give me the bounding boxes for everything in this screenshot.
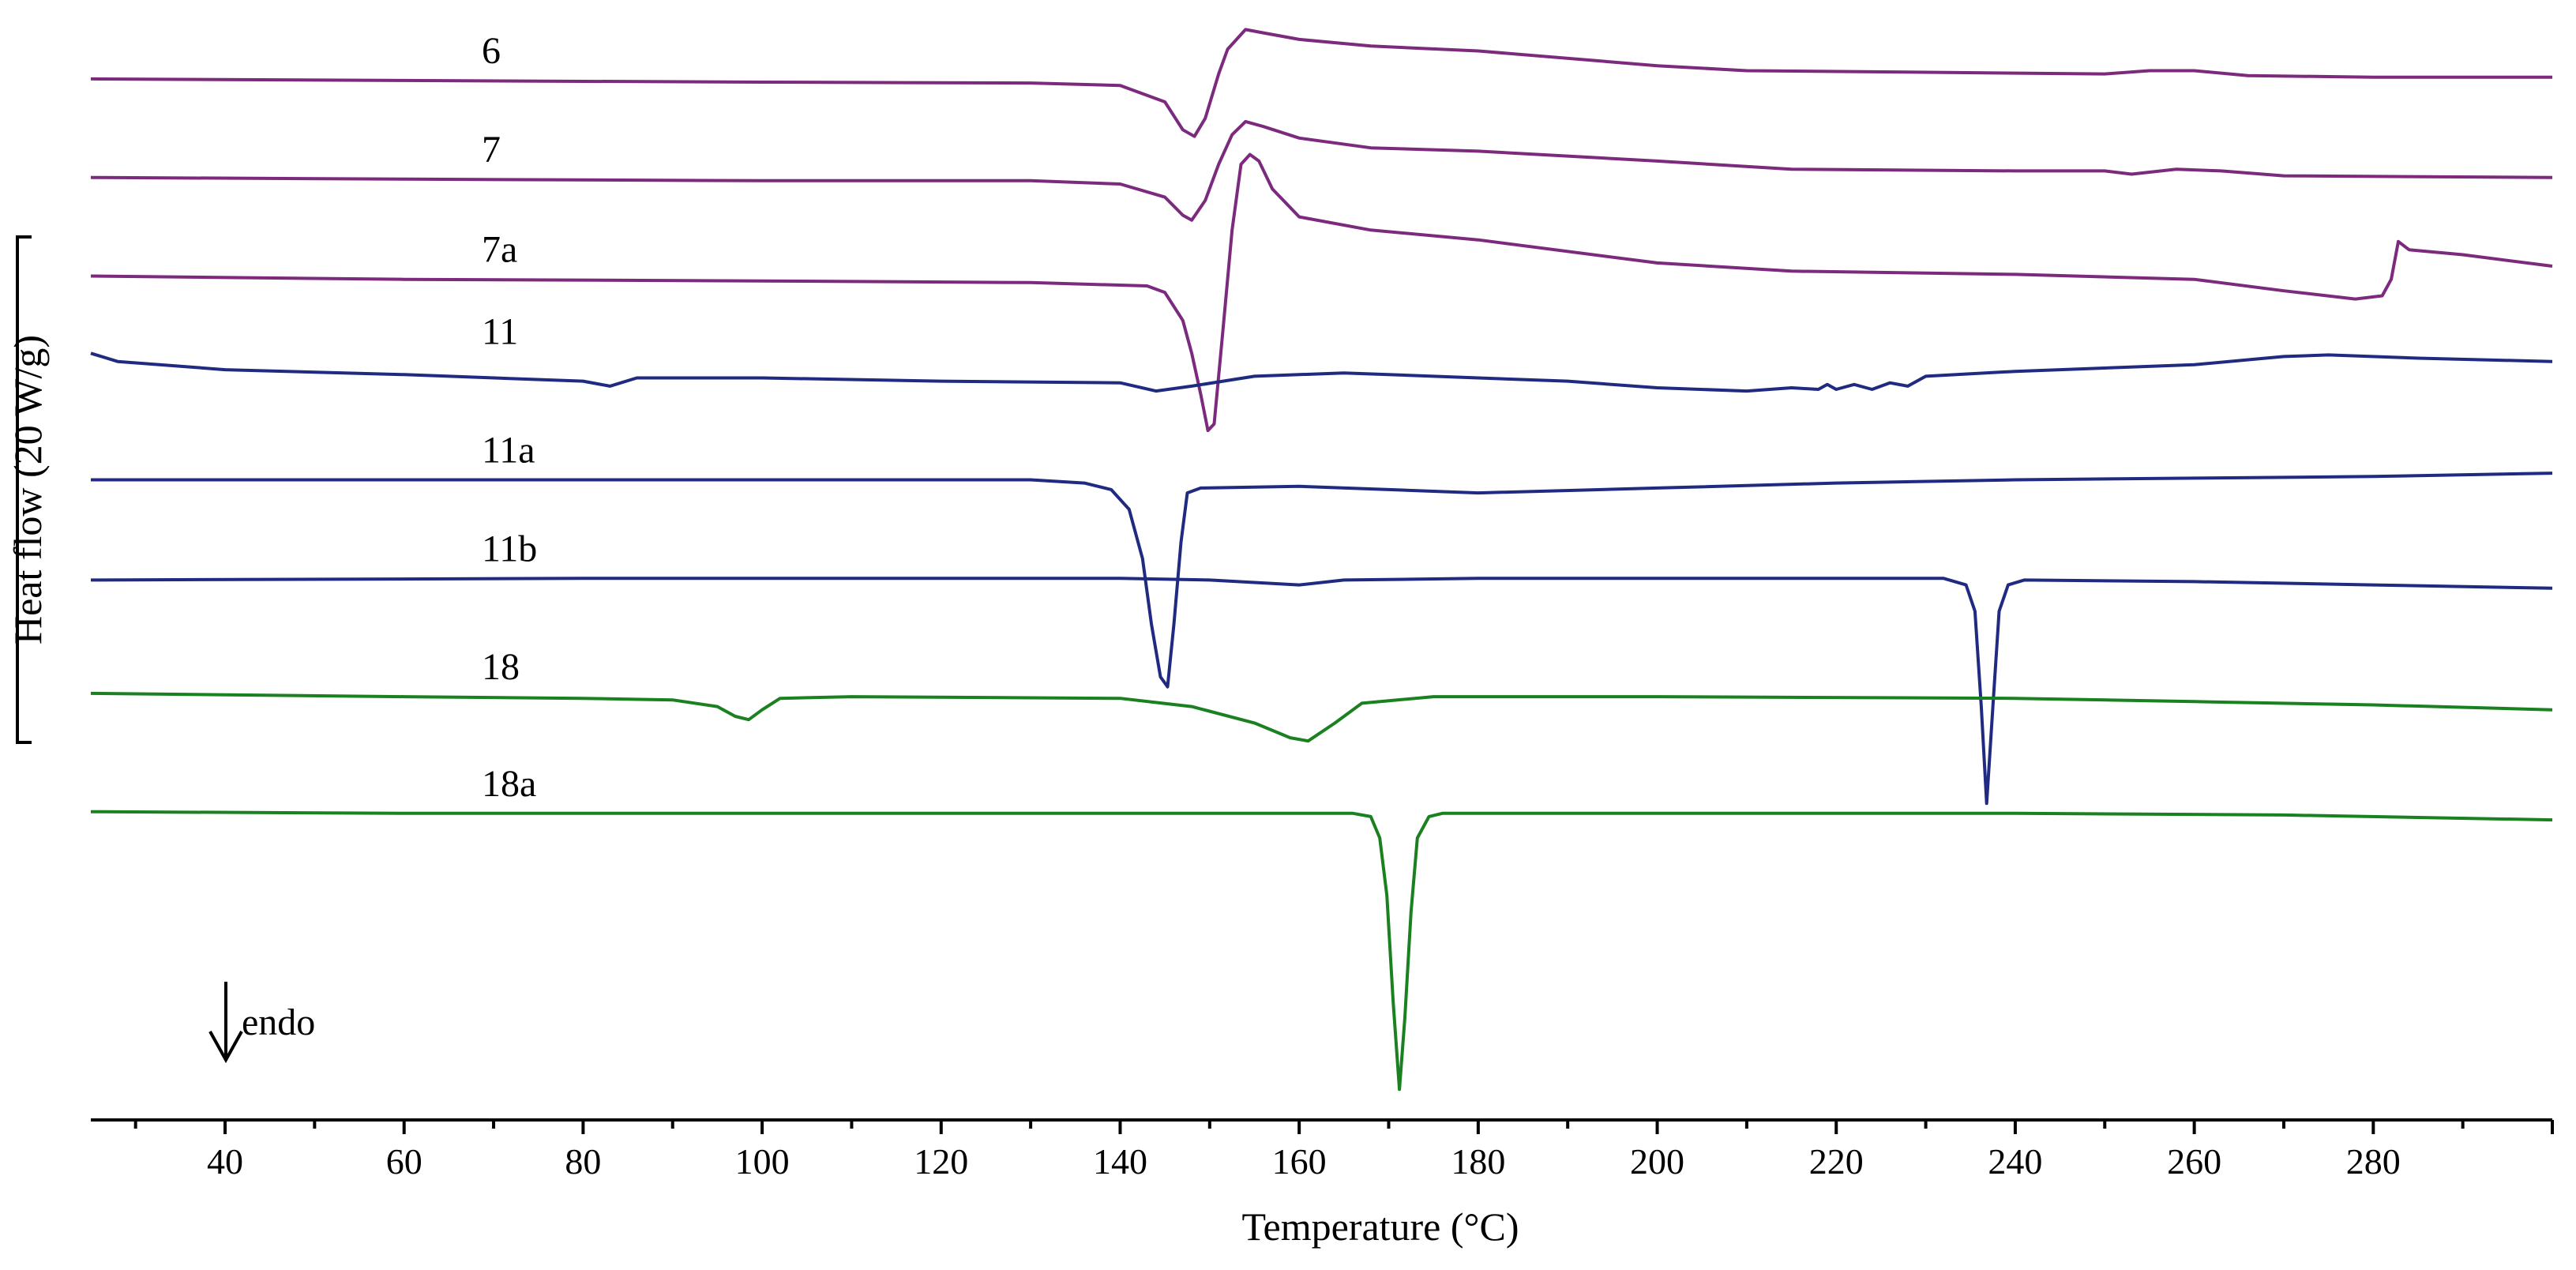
endo-arrow-icon bbox=[208, 982, 243, 1064]
curve-labels-group: 6 7 7a 11 11a 11b 18 18a bbox=[482, 30, 537, 805]
curve-label-11b: 11b bbox=[482, 528, 537, 569]
x-tick-label: 220 bbox=[1809, 1141, 1864, 1182]
x-tick-label: 280 bbox=[2346, 1141, 2401, 1182]
curve-label-7: 7 bbox=[482, 129, 501, 171]
x-tick-label: 120 bbox=[914, 1141, 968, 1182]
series-line-11 bbox=[90, 351, 2553, 393]
x-axis-title: Temperature (°C) bbox=[1241, 1204, 1519, 1249]
x-ticks-group: 40 60 80 100 120 140 160 180 200 220 240 260 280 bbox=[133, 1120, 2554, 1182]
series-line-11b bbox=[90, 577, 2553, 806]
y-axis-title: Heat flow (20 W/g) bbox=[6, 335, 50, 644]
series-line-18a bbox=[90, 810, 2553, 1092]
x-tick-label: 100 bbox=[735, 1141, 790, 1182]
curve-label-11a: 11a bbox=[482, 430, 535, 472]
x-tick-label: 80 bbox=[565, 1141, 601, 1182]
x-tick-label: 60 bbox=[386, 1141, 422, 1182]
x-tick-label: 240 bbox=[1988, 1141, 2042, 1182]
series-line-6 bbox=[90, 28, 2552, 138]
series-line-7 bbox=[90, 119, 2553, 222]
x-tick-label: 180 bbox=[1451, 1141, 1505, 1182]
series-line-7a bbox=[90, 152, 2553, 433]
curve-label-7a: 7a bbox=[482, 229, 517, 271]
curve-label-6: 6 bbox=[482, 30, 501, 72]
y-scale-bar bbox=[16, 235, 32, 744]
x-tick-label: 40 bbox=[207, 1141, 243, 1182]
x-tick-label: 140 bbox=[1093, 1141, 1147, 1182]
series-line-18 bbox=[90, 691, 2553, 743]
series-line-11a bbox=[91, 472, 2553, 689]
curves-group bbox=[90, 28, 2553, 1092]
endo-annotation: endo bbox=[242, 1001, 315, 1043]
x-tick-label: 160 bbox=[1272, 1141, 1327, 1182]
curve-label-11: 11 bbox=[482, 311, 518, 353]
x-tick-label: 200 bbox=[1630, 1141, 1684, 1182]
curve-label-18: 18 bbox=[482, 646, 520, 688]
x-tick-label: 260 bbox=[2167, 1141, 2221, 1182]
curve-label-18a: 18a bbox=[482, 763, 536, 805]
